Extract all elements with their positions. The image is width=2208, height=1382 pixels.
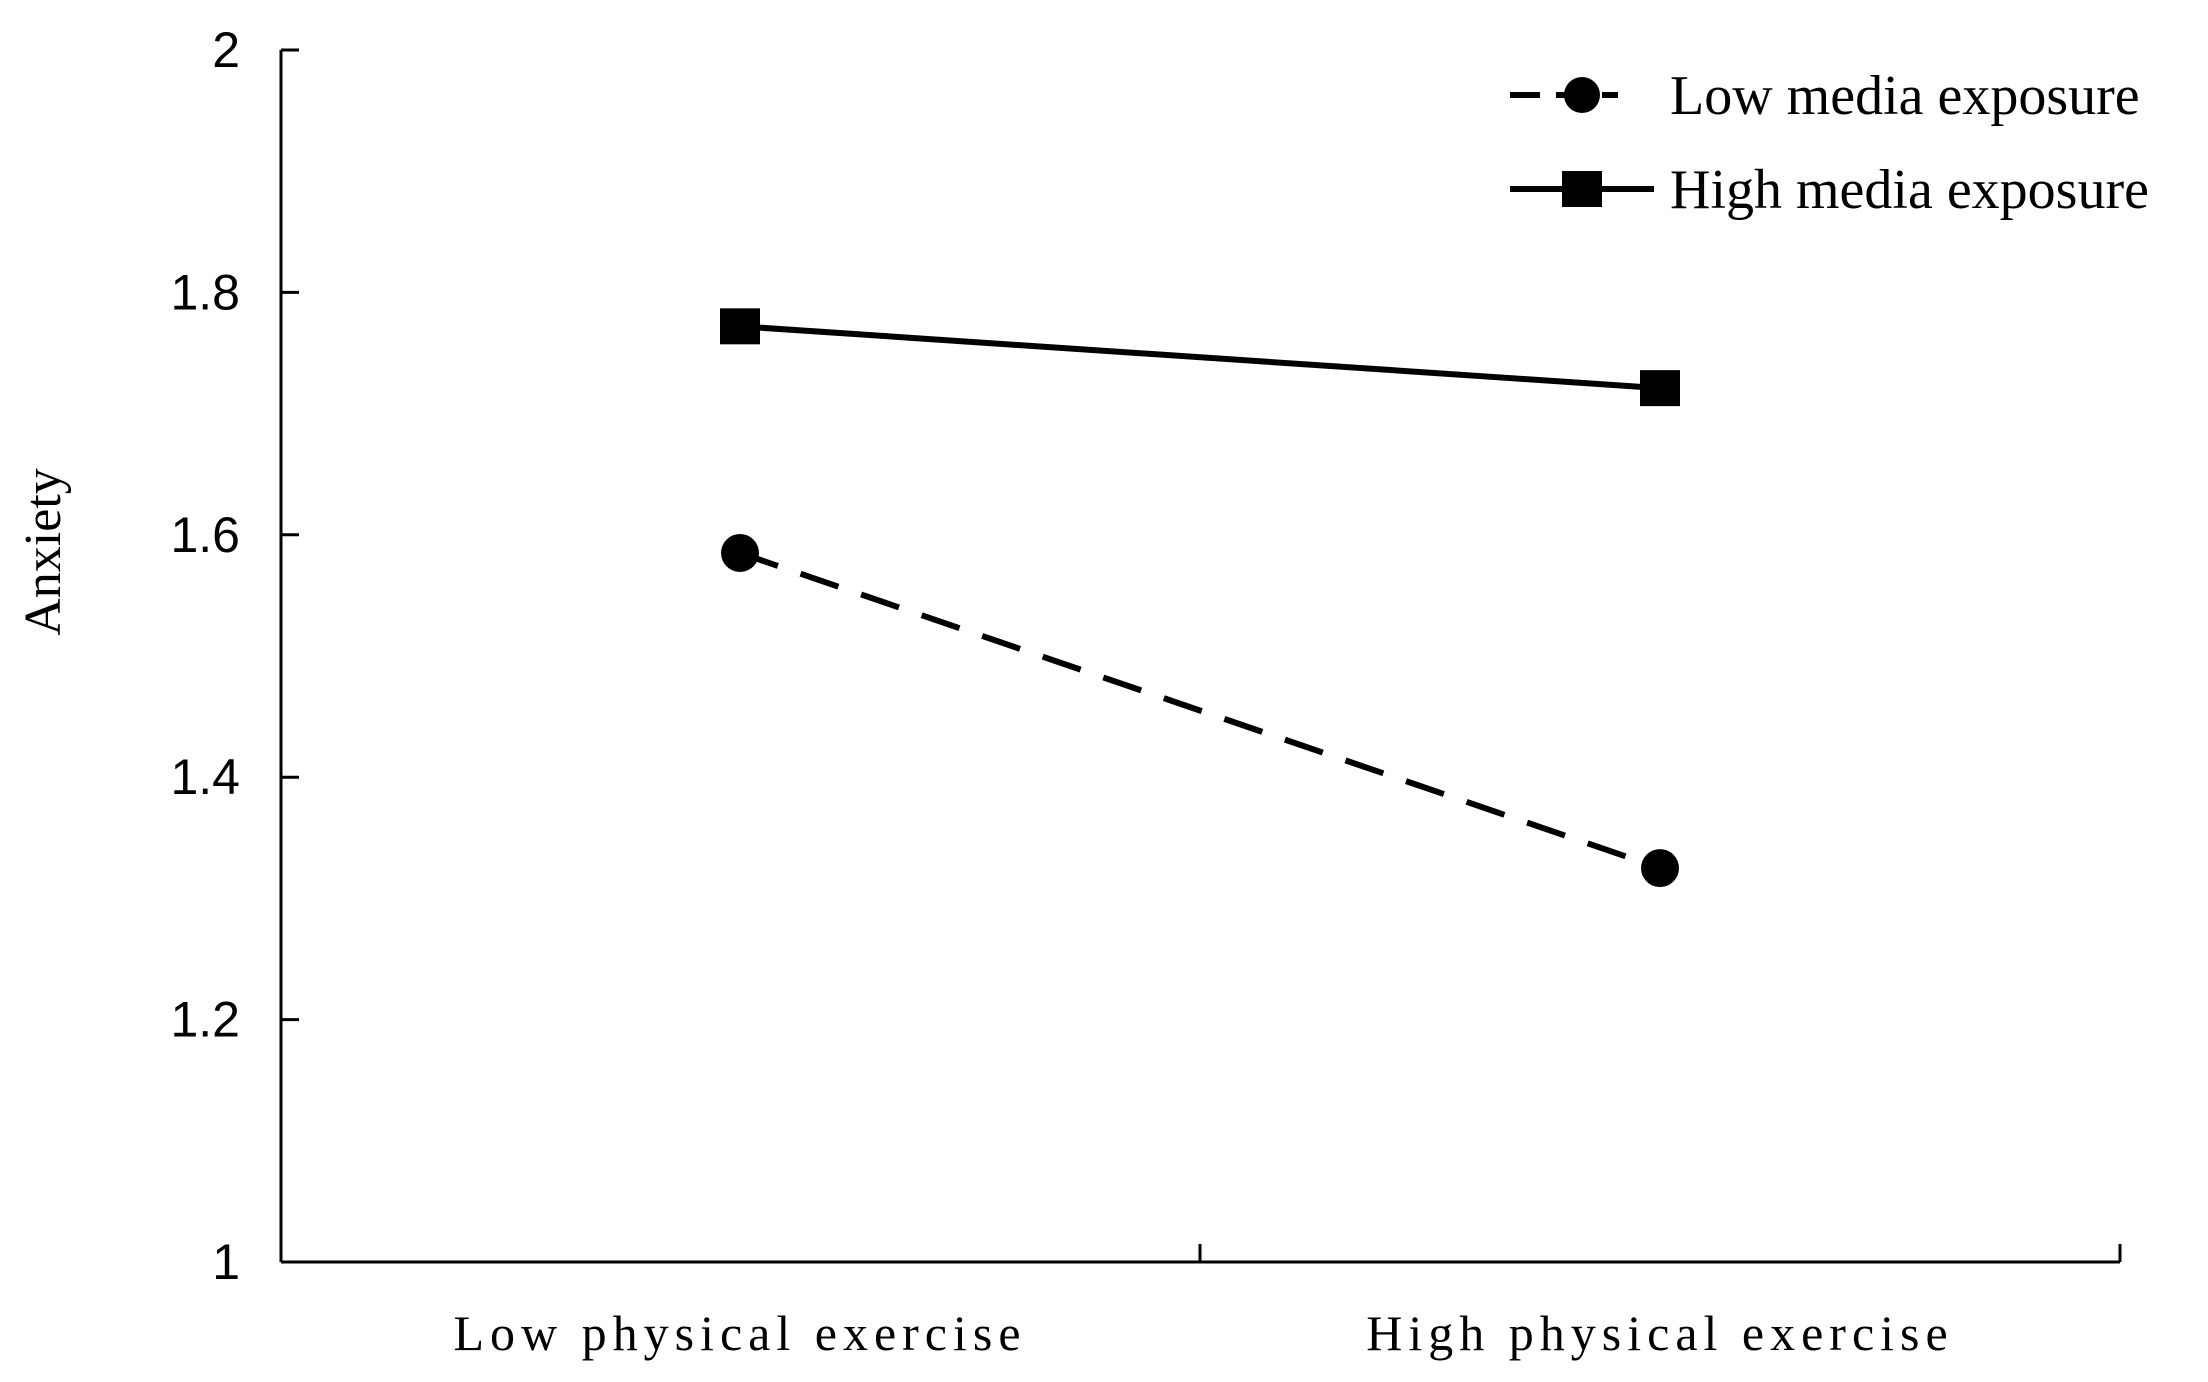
series-low-media-exposure [721,533,1679,888]
series-line-high-media-exposure [739,323,1661,392]
data-point-high-media-exposure-low-exercise [720,308,760,345]
y-ticks: 1 1.2 1.4 1.6 1.8 2 [170,22,299,1290]
y-tick-label: 2 [212,22,240,78]
y-tick-label: 1.8 [170,264,240,320]
legend: Low media exposure High media exposure [1510,65,2149,221]
y-tick-label: 1 [212,1234,240,1290]
legend-label-low-media-exposure: Low media exposure [1670,65,2140,127]
y-tick-label: 1.6 [170,507,240,563]
y-tick-label: 1.4 [170,749,240,805]
data-point-low-media-exposure-low-exercise [721,533,759,572]
legend-swatch-square-marker [1562,171,1602,207]
series-line-low-media-exposure [739,550,1661,871]
x-category-label-high: High physical exercise [1366,1305,1953,1361]
data-point-high-media-exposure-high-exercise [1640,370,1680,407]
legend-label-high-media-exposure: High media exposure [1670,159,2149,221]
legend-item-high-media-exposure: High media exposure [1510,159,2149,221]
series-high-media-exposure [720,308,1680,407]
axes [279,50,2122,1264]
legend-item-low-media-exposure: Low media exposure [1510,65,2140,127]
y-axis-title: Anxiety [15,468,72,636]
y-tick-label: 1.2 [170,992,240,1048]
data-point-low-media-exposure-high-exercise [1641,849,1679,888]
x-category-label-low: Low physical exercise [453,1305,1026,1361]
legend-swatch-circle-marker [1564,77,1600,113]
